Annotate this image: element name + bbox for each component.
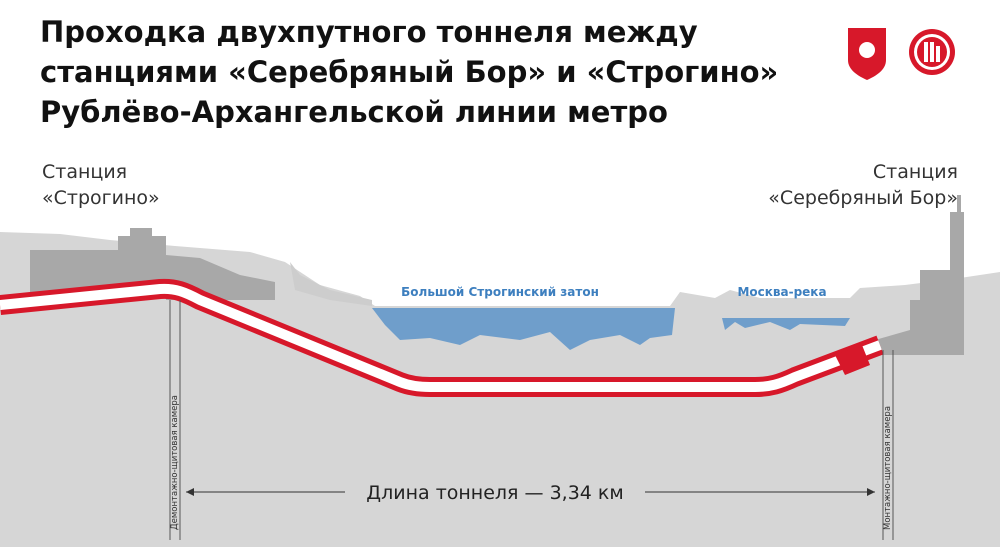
station-label: Станция [42, 161, 127, 183]
arrow-head [186, 488, 194, 496]
title-line: Проходка двухпутного тоннеля между [40, 15, 698, 49]
title-line: Рублёво-Архангельской линии метро [40, 95, 668, 129]
length-bg [345, 478, 645, 506]
water-river [722, 318, 850, 330]
logo-metro [909, 29, 955, 75]
tunnel-inner [0, 283, 882, 392]
tunnel-length: Длина тоннеля — 3,34 км [366, 482, 623, 504]
title-line: станциями «Серебряный Бор» и «Строгино» [40, 55, 778, 89]
surface-relief [290, 262, 372, 306]
station-label: «Серебряный Бор» [768, 187, 958, 209]
tbm [835, 345, 870, 375]
water-zaton [372, 308, 675, 350]
chamber-label: Монтажно-щитовая камера [883, 406, 893, 530]
station-label: Станция [873, 161, 958, 183]
arrow-head [867, 488, 875, 496]
water-label: Большой Строгинский затон [401, 285, 599, 299]
water-label: Москва-река [737, 285, 826, 299]
logo-moscow [848, 28, 886, 80]
buildings-right [875, 195, 964, 355]
chamber-label: Демонтажно-щитовая камера [170, 395, 180, 530]
station-label: «Строгино» [42, 187, 160, 209]
